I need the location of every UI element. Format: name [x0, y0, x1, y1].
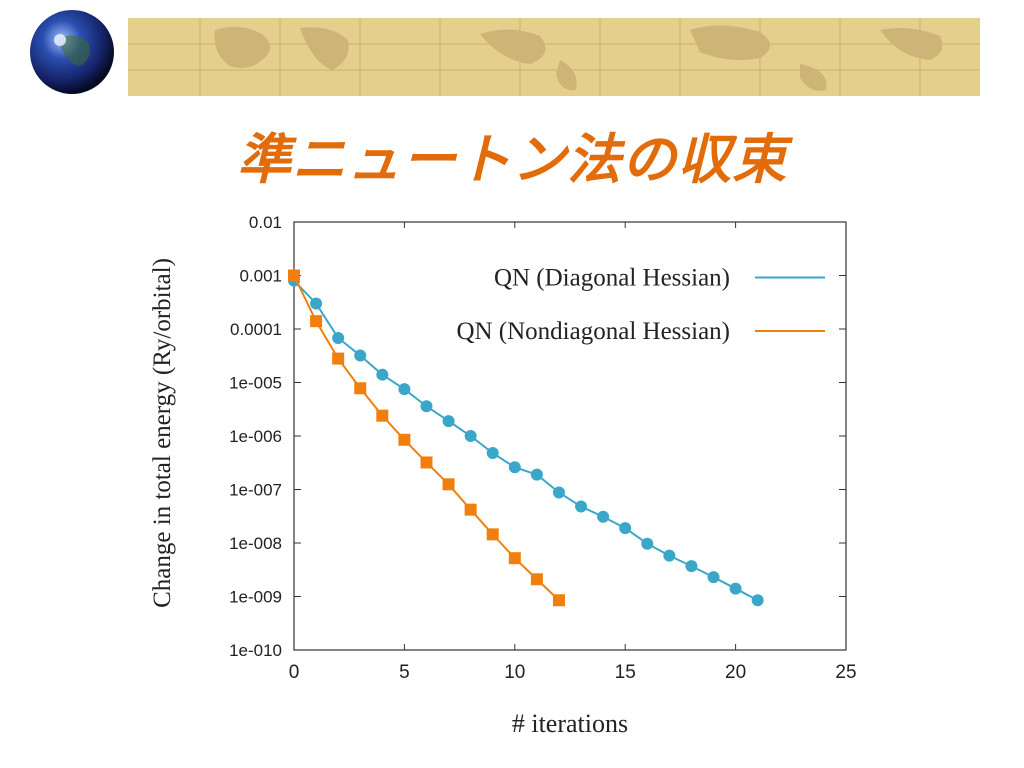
data-point [464, 430, 477, 442]
data-point [354, 382, 367, 395]
y-tick-label: 0.01 [249, 213, 282, 232]
data-point [354, 349, 367, 362]
data-point [310, 297, 323, 310]
chart-legend: QN (Diagonal Hessian) QN (Nondiagonal Hes… [456, 265, 825, 345]
y-tick-label: 1e-010 [229, 641, 282, 660]
globe-highlight [54, 34, 66, 46]
y-tick-label: 1e-009 [229, 588, 282, 607]
y-tick-label: 1e-008 [229, 534, 282, 553]
y-tick-label: 1e-007 [229, 481, 282, 500]
x-tick-label: 15 [615, 662, 636, 683]
data-point [442, 415, 455, 428]
data-point [552, 486, 565, 499]
legend-label: QN (Diagonal Hessian) [494, 265, 730, 292]
slide-title: 準ニュートン法の収束 [237, 128, 787, 191]
data-point [552, 594, 565, 607]
data-point [464, 503, 477, 516]
data-point [420, 400, 433, 413]
series-nondiagonal [288, 269, 565, 607]
y-tick-label: 1e-005 [229, 374, 282, 393]
x-tick-label: 5 [399, 662, 410, 683]
data-point [332, 352, 345, 365]
data-point [575, 500, 588, 513]
y-tick-label: 1e-006 [229, 427, 282, 446]
x-axis-label: # iterations [512, 709, 628, 738]
data-point [398, 433, 411, 446]
series-layer [288, 269, 764, 607]
series-line [293, 279, 759, 602]
data-point [332, 331, 345, 344]
data-point [685, 560, 698, 573]
globe-land [58, 35, 90, 66]
data-point [508, 461, 521, 474]
data-point [729, 582, 742, 595]
x-tick-label: 25 [835, 662, 856, 683]
data-point [486, 447, 499, 460]
y-tick-label: 0.001 [239, 267, 282, 286]
data-point [310, 315, 323, 328]
data-point [530, 468, 543, 481]
data-point [376, 368, 389, 381]
y-axis-label: Change in total energy (Ry/orbital) [149, 258, 176, 608]
data-point [707, 571, 720, 584]
data-point [442, 478, 455, 491]
data-point [663, 549, 676, 562]
axis-ticks: 0 5 10 15 20 25 0.01 0.001 0.0001 1e-005 1e-006 1e-… [229, 213, 857, 683]
data-point [420, 456, 433, 469]
y-tick-label: 0.0001 [230, 320, 282, 339]
data-point [508, 552, 521, 565]
x-tick-label: 0 [289, 662, 300, 683]
data-point [597, 510, 610, 523]
data-point [288, 269, 300, 282]
data-point [530, 573, 543, 586]
map-strip [128, 18, 980, 96]
x-tick-label: 20 [725, 662, 746, 683]
data-point [751, 594, 764, 607]
x-tick-label: 10 [504, 662, 525, 683]
legend-label: QN (Nondiagonal Hessian) [456, 318, 730, 345]
data-point [486, 528, 499, 541]
header-banner [30, 10, 980, 96]
data-point [376, 409, 389, 422]
data-point [619, 522, 632, 535]
map-continents [214, 25, 943, 91]
data-point [398, 383, 411, 396]
data-point [641, 537, 654, 550]
